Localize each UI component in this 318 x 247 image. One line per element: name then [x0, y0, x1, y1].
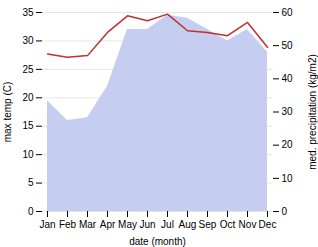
svg-text:Mar: Mar — [79, 219, 97, 230]
svg-text:35: 35 — [22, 7, 34, 18]
svg-text:date (month): date (month) — [129, 236, 186, 247]
svg-text:Feb: Feb — [59, 219, 77, 230]
svg-text:May: May — [118, 219, 137, 230]
svg-text:0: 0 — [282, 206, 288, 217]
svg-text:max temp (C): max temp (C) — [2, 82, 13, 143]
svg-text:Jun: Jun — [139, 219, 155, 230]
svg-text:15: 15 — [22, 120, 34, 131]
svg-text:med. precipitation (kg/m2): med. precipitation (kg/m2) — [307, 54, 318, 170]
svg-text:Dec: Dec — [259, 219, 277, 230]
svg-text:10: 10 — [282, 173, 294, 184]
svg-text:Nov: Nov — [239, 219, 257, 230]
svg-text:20: 20 — [22, 92, 34, 103]
svg-text:60: 60 — [282, 7, 294, 18]
svg-text:Jan: Jan — [39, 219, 55, 230]
svg-text:Apr: Apr — [100, 219, 116, 230]
svg-text:10: 10 — [22, 149, 34, 160]
svg-text:Aug: Aug — [179, 219, 197, 230]
svg-text:0: 0 — [28, 206, 34, 217]
svg-text:30: 30 — [22, 35, 34, 46]
svg-text:40: 40 — [282, 73, 294, 84]
svg-text:50: 50 — [282, 40, 294, 51]
svg-text:25: 25 — [22, 64, 34, 75]
svg-text:20: 20 — [282, 139, 294, 150]
svg-text:Jul: Jul — [161, 219, 174, 230]
svg-text:Sep: Sep — [199, 219, 217, 230]
svg-text:Oct: Oct — [220, 219, 236, 230]
svg-text:30: 30 — [282, 106, 294, 117]
svg-text:5: 5 — [28, 177, 34, 188]
